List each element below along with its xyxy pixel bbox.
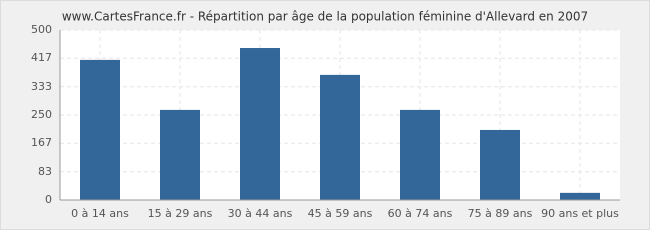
bar [480, 129, 520, 200]
y-tick-label: 417 [31, 51, 52, 64]
bar [160, 109, 200, 200]
bar [80, 59, 120, 200]
x-tick-label: 60 à 74 ans [388, 207, 453, 220]
bar [240, 48, 280, 200]
x-tick-label: 75 à 89 ans [468, 207, 533, 220]
y-tick-label: 500 [31, 23, 52, 36]
x-tick-label: 0 à 14 ans [71, 207, 129, 220]
x-tick-label: 90 ans et plus [541, 207, 619, 220]
bar [560, 192, 600, 200]
x-tick-label: 15 à 29 ans [148, 207, 213, 220]
y-tick-label: 0 [45, 193, 52, 206]
x-tick-label: 30 à 44 ans [228, 207, 293, 220]
y-tick-label: 250 [31, 108, 52, 121]
y-tick-label: 333 [31, 80, 52, 93]
y-tick-label: 83 [38, 165, 52, 178]
bar [320, 74, 360, 200]
chart-title: www.CartesFrance.fr - Répartition par âg… [62, 10, 588, 24]
bar [400, 109, 440, 200]
y-tick-label: 167 [31, 136, 52, 149]
x-tick-label: 45 à 59 ans [308, 207, 373, 220]
chart: www.CartesFrance.fr - Répartition par âg… [0, 0, 650, 230]
